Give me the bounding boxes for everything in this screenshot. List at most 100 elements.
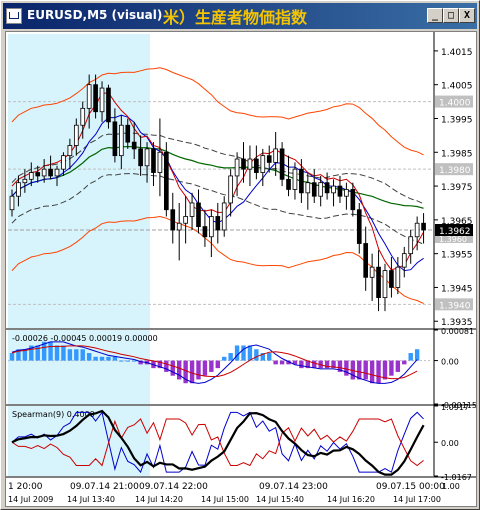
restore-button[interactable]: □ xyxy=(443,8,459,23)
osc-bar xyxy=(131,360,137,362)
candle-body xyxy=(363,243,369,278)
osc-bar xyxy=(389,360,394,376)
osc-bar xyxy=(29,345,34,361)
upper-band-line xyxy=(11,67,424,156)
osc-bar xyxy=(305,360,311,369)
price-level-label: 1.4000 xyxy=(439,99,471,109)
candle-body xyxy=(337,185,343,197)
current-price-label: 1.3962 xyxy=(439,227,471,237)
osc-bar xyxy=(80,349,85,361)
candle-body xyxy=(266,155,272,163)
osc-bar xyxy=(279,360,285,365)
current-price-shadow-tag xyxy=(435,235,473,243)
osc-bar xyxy=(344,360,349,376)
window-title: EURUSD,M5 (visual) xyxy=(27,8,163,22)
candle-body xyxy=(80,107,86,126)
time-label: 09.07.14 22:00 xyxy=(139,482,208,492)
osc-bar xyxy=(202,360,208,376)
candle-body xyxy=(22,178,28,184)
osc-bar xyxy=(331,360,336,369)
osc-bar xyxy=(177,360,182,380)
osc-bar xyxy=(93,356,98,361)
candle-body xyxy=(299,168,304,194)
candle-body xyxy=(292,168,298,190)
candle-body xyxy=(151,148,156,173)
candle-body xyxy=(41,168,47,177)
candle-body xyxy=(125,124,131,143)
oscillator-label: -0.00026 -0.00045 0.00019 0.00000 xyxy=(12,334,158,343)
time-label: 09.07.15 00:00 xyxy=(376,482,445,492)
osc-bar xyxy=(67,349,73,361)
candle-body xyxy=(395,266,401,288)
osc-bar xyxy=(414,349,420,361)
chart-area[interactable]: 1.4015 1.4005 1.3995 1.3985 1.3975 1.3965 1.39… xyxy=(5,31,477,507)
time-label: 1 20:00 xyxy=(8,482,43,492)
spearman-red-line xyxy=(11,418,424,467)
candle-body xyxy=(16,182,21,197)
osc-bar xyxy=(61,345,66,361)
price-tick-label: 1.3995 xyxy=(441,115,473,125)
osc-bar xyxy=(189,360,195,384)
time-axis-corner: 1.00 xyxy=(442,482,460,491)
candle-body xyxy=(54,168,60,177)
osc-bar xyxy=(157,360,163,369)
price-level-label: 1.3980 xyxy=(439,166,471,176)
osc-bar xyxy=(170,360,175,376)
osc-bar xyxy=(22,349,28,361)
event-title: 米）生産者物価指数 xyxy=(163,8,308,27)
minimize-button[interactable]: _ xyxy=(427,8,443,23)
candle-body xyxy=(228,175,233,204)
candle-body xyxy=(331,185,336,194)
osc-bar xyxy=(48,341,53,361)
osc-bar xyxy=(357,360,362,380)
candle-body xyxy=(376,266,381,298)
osc-bar xyxy=(119,360,124,362)
osc-bar xyxy=(299,360,304,369)
candle-body xyxy=(73,124,79,146)
price-tick-label: 1.4015 xyxy=(441,48,473,58)
dashed-ma-line xyxy=(11,132,424,205)
osc-bar xyxy=(247,345,253,361)
spearman-blue-line xyxy=(11,411,424,474)
price-tick-label: 1.3955 xyxy=(441,251,473,261)
candle-body xyxy=(112,121,118,157)
title-bar[interactable]: EURUSD,M5 (visual) 米）生産者物価指数 _ □ X xyxy=(3,3,477,29)
osc-bar xyxy=(16,349,21,361)
candle-body xyxy=(99,87,105,113)
price-tick-label: 1.3945 xyxy=(441,284,473,294)
candle-body xyxy=(144,148,150,167)
osc-bar xyxy=(234,345,240,361)
chart-window-icon xyxy=(6,8,22,24)
candle-body xyxy=(118,124,124,157)
time-label-lower: 14 Jul 15:40 xyxy=(256,495,304,504)
highlight-zone-osc xyxy=(8,330,150,404)
osc-bar xyxy=(164,360,169,372)
candle-body xyxy=(221,202,227,231)
candle-body xyxy=(369,266,375,278)
osc-bar xyxy=(41,341,47,361)
osc-bar xyxy=(324,360,330,369)
osc-tick-label: -0.00115 xyxy=(441,401,476,410)
candle-body xyxy=(318,182,324,197)
spearman-tick-label: 0.00 xyxy=(441,439,459,448)
price-chart[interactable]: 1.40151.40051.39951.39851.39751.39651.39… xyxy=(6,32,476,506)
candle-body xyxy=(189,202,195,217)
osc-bar xyxy=(215,360,220,369)
candle-body xyxy=(164,151,169,211)
osc-bar xyxy=(312,360,317,369)
osc-bar xyxy=(402,360,407,365)
time-label-lower: 14 Jul 17:00 xyxy=(393,495,441,504)
osc-bar xyxy=(286,360,291,365)
osc-bar xyxy=(222,356,227,361)
candle-body xyxy=(241,158,246,170)
osc-bar xyxy=(260,353,265,361)
osc-bar xyxy=(74,349,79,361)
time-label-lower: 14 Jul 15:00 xyxy=(201,495,249,504)
spearman-tick-label: -1.0167 xyxy=(441,473,472,482)
osc-tick-label: 0.00081 xyxy=(441,327,474,336)
candle-body xyxy=(131,141,137,150)
osc-bar xyxy=(273,360,278,365)
close-button[interactable]: X xyxy=(459,8,475,23)
price-tick-label: 1.3965 xyxy=(441,217,473,227)
candle-body xyxy=(138,148,143,167)
